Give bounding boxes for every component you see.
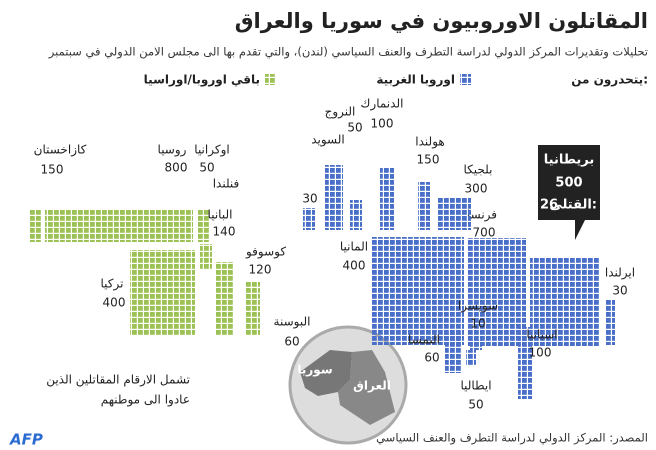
country-block [445, 333, 462, 373]
country-value: 50 [468, 398, 483, 412]
country-name: الدنمارك [361, 97, 404, 112]
country-value: 140 [213, 225, 236, 239]
map-label: سوريا [297, 363, 332, 378]
country-value: 100 [371, 117, 394, 131]
country-block [372, 237, 464, 345]
source: المصدر: المركز الدولي لدراسة التطرف والع… [376, 431, 648, 446]
country-value: 400 [103, 296, 126, 310]
country-name: النروج [325, 105, 356, 120]
country-block [45, 210, 193, 242]
country-name: كوسوفو [245, 245, 286, 260]
country-block [470, 340, 482, 350]
country-block [468, 238, 526, 346]
country-name: فرنسا [467, 208, 497, 223]
country-block [30, 210, 42, 242]
country-name: ايطاليا [460, 379, 491, 393]
country-name: كازاخستان [34, 143, 87, 158]
country-value: 500 [555, 176, 582, 191]
country-name: هولندا [415, 135, 444, 150]
country-value: 60 [284, 335, 299, 349]
country-name: فنلندا [213, 177, 240, 191]
country-value: 800 [165, 161, 188, 175]
country-value: 10 [470, 317, 485, 331]
map-syria [300, 350, 352, 396]
country-block [303, 208, 315, 230]
country-value: 300 [465, 182, 488, 196]
deaths-value: 26 [540, 198, 558, 213]
country-value: 100 [529, 346, 552, 360]
country-value: 400 [343, 259, 366, 273]
country-block [380, 168, 394, 230]
country-block [325, 165, 343, 230]
country-value: 150 [417, 153, 440, 167]
country-name: اسبانيا [526, 328, 557, 342]
country-name: المانيا [340, 240, 368, 254]
country-block [466, 350, 476, 366]
legend-swatch [265, 74, 276, 85]
country-name: بلجيكا [464, 163, 493, 177]
subtitle: تحليلات وتقديرات المركز الدولي لدراسة ال… [48, 45, 648, 60]
legend-label: باقي اوروبا/اوراسيا [144, 73, 260, 88]
country-block [198, 210, 210, 242]
deaths-label: القتلى: [549, 198, 597, 213]
country-value: 700 [473, 226, 496, 240]
country-value: 30 [612, 284, 627, 298]
country-block [437, 198, 471, 230]
country-name: سويسرا [458, 299, 498, 314]
country-name: البانيا [208, 208, 233, 222]
country-name: ايرلندا [605, 266, 635, 281]
country-block [245, 282, 260, 335]
note: تشمل الارقام المقاتلين الذين [46, 373, 190, 388]
country-value: 120 [249, 263, 272, 277]
country-block [530, 258, 600, 346]
map-iraq [338, 350, 395, 425]
country-name: النمسا [408, 333, 440, 347]
country-value: 150 [41, 163, 64, 177]
country-name: روسيا [158, 143, 187, 158]
legend-label: اوروبا الغربية [376, 73, 455, 88]
country-block [518, 327, 532, 399]
country-value: 50 [347, 121, 362, 135]
country-block [606, 300, 615, 345]
legend-swatch [460, 74, 471, 85]
country-name: تركيا [101, 277, 124, 292]
country-block [350, 200, 362, 230]
country-value: 50 [199, 161, 214, 175]
country-value: 60 [424, 351, 439, 365]
country-value: 30 [302, 192, 317, 206]
country-name: اوكرانيا [194, 143, 229, 158]
country-name: بريطانيا [544, 153, 594, 168]
title: المقاتلون الاوروبيون في سوريا والعراق [235, 9, 648, 33]
callout-box [538, 145, 600, 240]
logo: AFP [9, 431, 43, 449]
country-name: البوسنة [274, 315, 311, 330]
note: عادوا الى موطنهم [101, 393, 190, 408]
map-label: العراق [353, 379, 391, 393]
country-block [215, 262, 233, 335]
country-name: السويد [311, 133, 345, 148]
legend-title: يتحدرون من: [571, 73, 648, 88]
country-block [418, 182, 430, 230]
country-block [200, 244, 212, 270]
country-block [130, 250, 195, 335]
